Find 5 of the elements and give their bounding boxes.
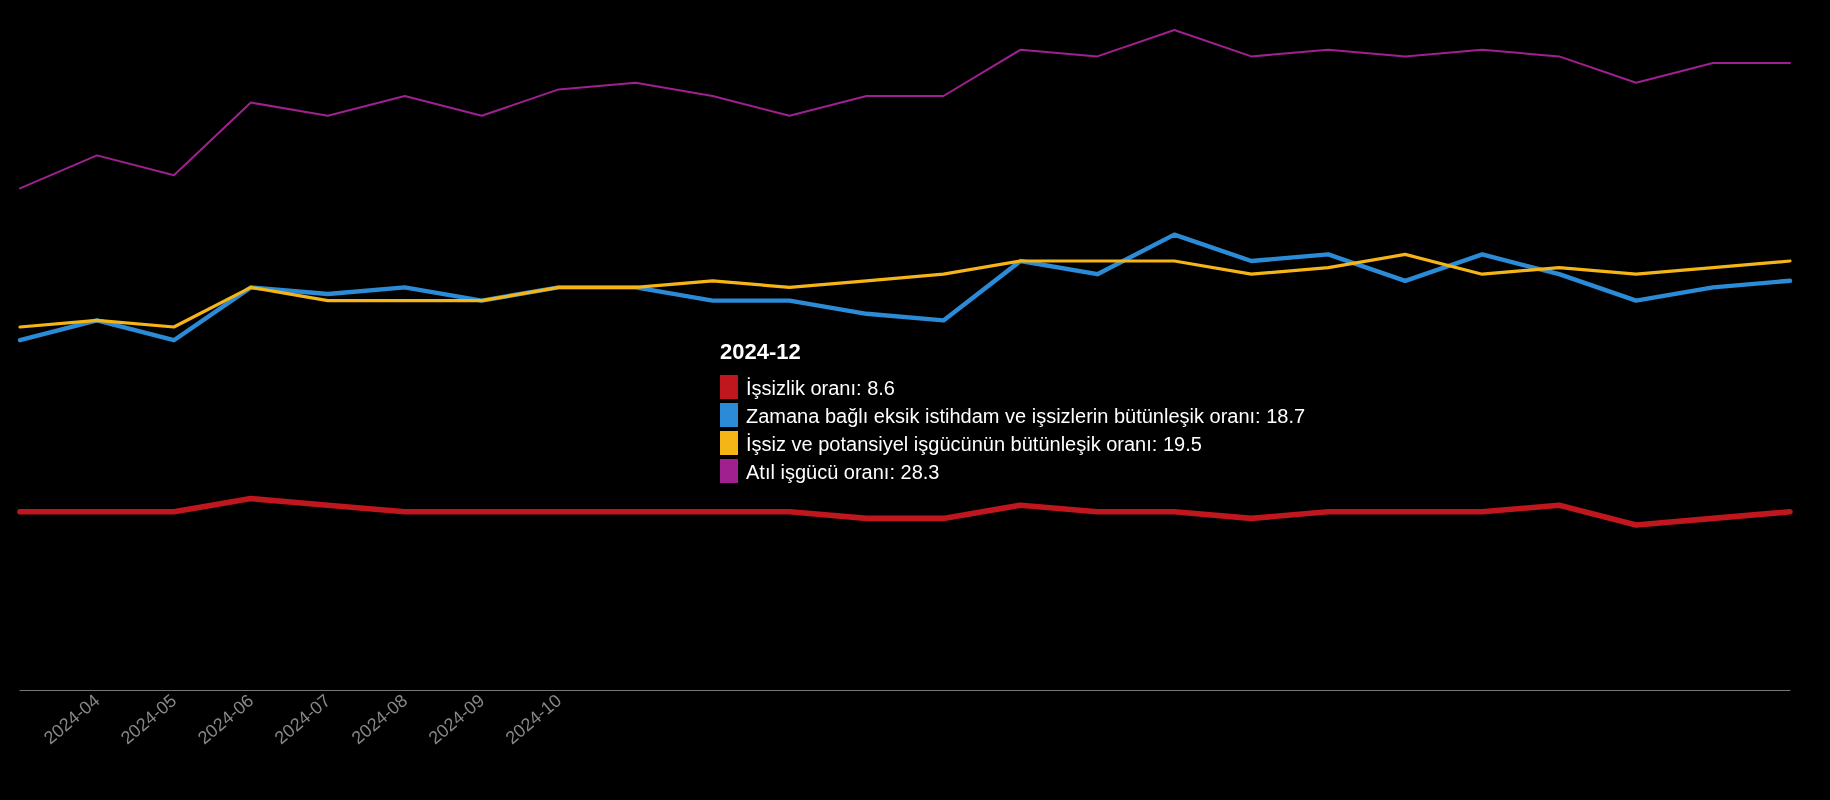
annotation: İşsiz ve potansiyel işgücünün bütünleşik oranı: 19.5 (745, 432, 1203, 457)
annotation: Atıl işgücü oranı: 28.3 (745, 460, 941, 485)
annotation: Zamana bağlı eksik istihdam ve işsizlerin bütünleşik oranı: 18.7 (745, 404, 1306, 429)
annotation: İşsizlik oranı: 8.6 (745, 376, 896, 401)
annotation: 2024-12 (720, 338, 802, 366)
